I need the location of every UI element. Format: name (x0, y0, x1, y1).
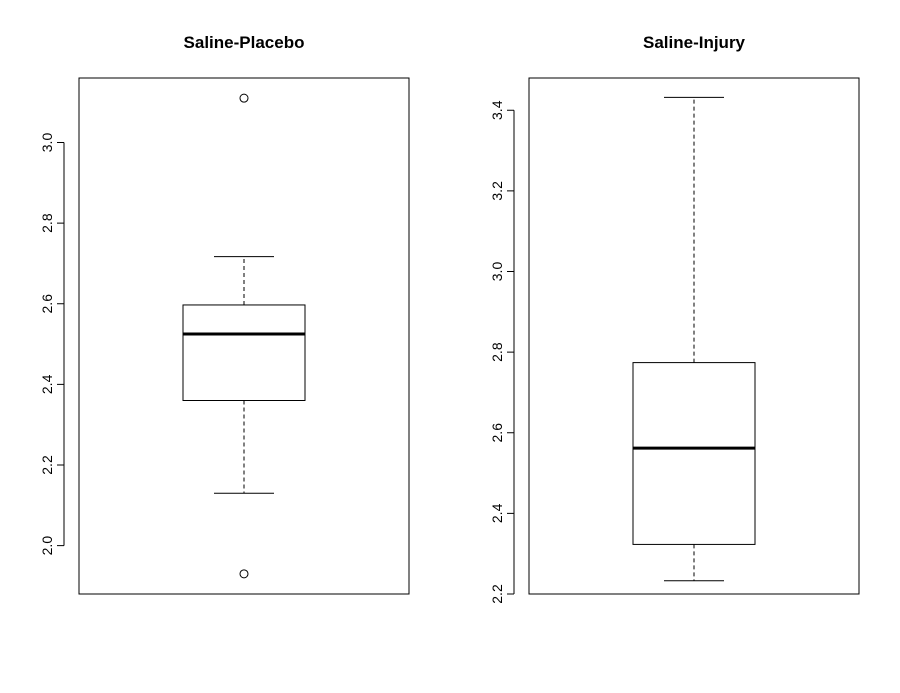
iqr-box (182, 304, 306, 402)
outlier-point (239, 569, 249, 579)
y-tick-label: 2.8 (489, 342, 505, 362)
y-tick-label: 2.2 (489, 584, 505, 604)
y-tick-label: 3.4 (489, 100, 505, 120)
y-axis: 2.0 2.2 2.4 2.6 2.8 3.0 (39, 133, 65, 556)
y-tick-label: 3.0 (489, 262, 505, 282)
box-marks (182, 93, 306, 579)
box-marks (632, 96, 756, 582)
plot-frame (528, 77, 860, 595)
y-tick-label: 2.2 (39, 455, 55, 475)
outlier-point (239, 93, 249, 103)
iqr-box (632, 362, 756, 545)
y-tick-label: 2.6 (489, 423, 505, 443)
y-tick-label: 2.4 (39, 374, 55, 394)
y-axis: 2.2 2.4 2.6 2.8 3.0 3.2 3.4 (489, 100, 515, 604)
panel-saline-injury: Saline-Injury 2.2 2.4 2.6 2.8 3.0 3.2 3.4 (489, 33, 860, 604)
y-tick-label: 3.0 (39, 133, 55, 153)
y-tick-label: 3.2 (489, 181, 505, 201)
y-tick-label: 2.6 (39, 294, 55, 314)
chart-title: Saline-Injury (643, 33, 746, 52)
y-tick-label: 2.0 (39, 536, 55, 556)
y-tick-label: 2.8 (39, 213, 55, 233)
plot-frame (78, 77, 410, 595)
y-tick-label: 2.4 (489, 503, 505, 523)
panel-saline-placebo: Saline-Placebo 2.0 2.2 2.4 2.6 2.8 3.0 (39, 33, 410, 595)
chart-title: Saline-Placebo (184, 33, 305, 52)
